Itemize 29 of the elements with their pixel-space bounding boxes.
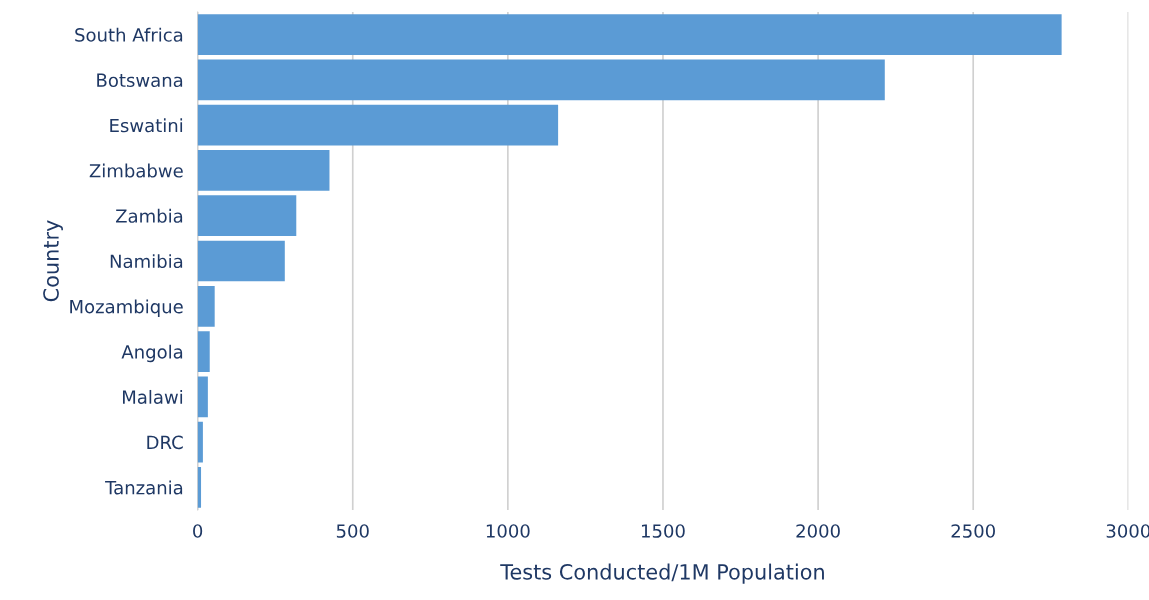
bar xyxy=(197,150,330,191)
y-tick-label: Malawi xyxy=(123,389,183,404)
y-tick-label: South Africa xyxy=(75,27,183,42)
bar xyxy=(197,104,559,146)
y-tick-label: Namibia xyxy=(110,254,183,269)
y-tick-label: Mozambique xyxy=(70,299,183,317)
x-tick-label: 1500 xyxy=(641,524,685,538)
bar xyxy=(197,376,208,418)
bar xyxy=(197,421,203,463)
y-tick-label: Tanzania xyxy=(105,480,183,495)
y-axis-title: Country xyxy=(43,220,63,302)
bar xyxy=(197,331,210,372)
y-tick-label: DRC xyxy=(147,435,183,450)
bar xyxy=(197,285,215,327)
x-tick-label: 2000 xyxy=(796,524,840,538)
x-tick-label: 500 xyxy=(336,524,369,538)
x-axis-title: Tests Conducted/1M Population xyxy=(500,563,824,584)
y-tick-label: Angola xyxy=(121,344,183,363)
y-tick-label: Zambia xyxy=(115,208,183,223)
y-tick-label: Botswana xyxy=(97,73,183,88)
bar xyxy=(197,195,297,237)
y-tick-label: Zimbabwe xyxy=(89,163,183,178)
bar xyxy=(197,240,285,282)
x-tick-label: 1000 xyxy=(486,524,530,538)
bar xyxy=(197,14,1062,56)
y-tick-label: Eswatini xyxy=(110,118,183,133)
bar xyxy=(197,59,885,101)
x-tick-label: 0 xyxy=(193,524,203,538)
x-tick-label: 2500 xyxy=(951,524,995,538)
